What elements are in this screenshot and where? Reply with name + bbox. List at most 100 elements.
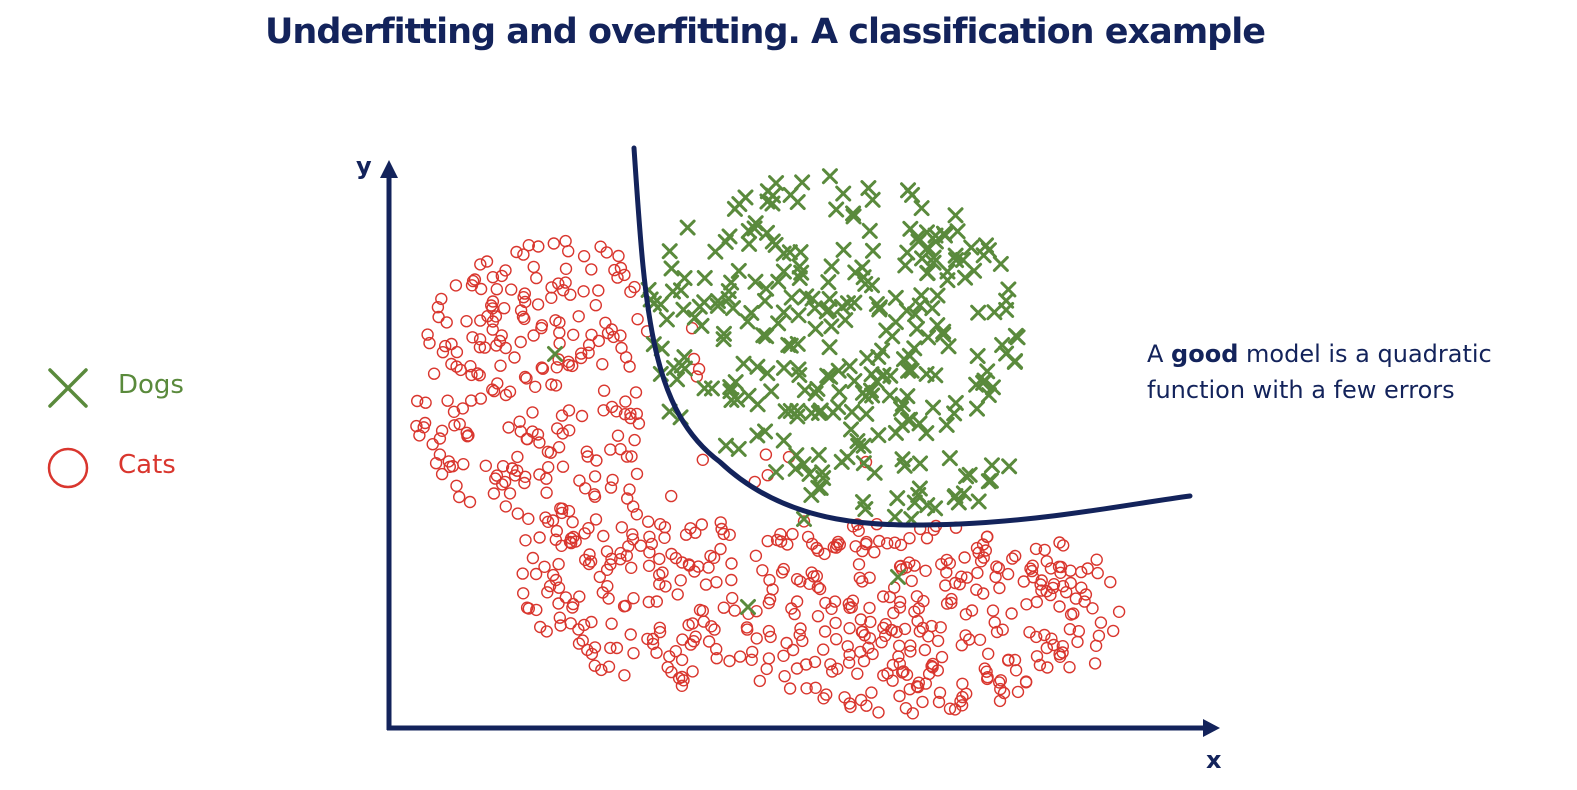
dog-point <box>940 338 957 355</box>
cat-point <box>818 547 831 561</box>
cat-point <box>931 664 944 677</box>
cat-point <box>692 362 706 376</box>
cat-point <box>601 326 615 340</box>
cat-point <box>576 634 589 647</box>
cat-point <box>919 677 932 690</box>
cat-point <box>828 595 842 608</box>
cat-point <box>620 549 633 562</box>
cat-point <box>658 531 671 544</box>
cat-point <box>777 649 790 662</box>
dog-point <box>938 416 955 433</box>
cat-point <box>614 553 627 566</box>
cat-point <box>642 559 656 572</box>
cat-point <box>841 640 854 653</box>
dog-point <box>823 258 840 275</box>
cat-point <box>499 500 512 513</box>
dog-point <box>864 387 881 404</box>
dog-point <box>767 236 784 253</box>
cat-point <box>1047 638 1060 652</box>
cat-point <box>494 359 507 372</box>
cat-point <box>781 538 794 551</box>
dog-point <box>717 233 734 250</box>
cat-point <box>1038 628 1051 642</box>
cat-point <box>600 545 614 558</box>
cat-point <box>522 238 535 252</box>
dog-point <box>860 180 877 197</box>
dog-point <box>696 380 713 397</box>
cat-point <box>631 313 644 326</box>
cat-point <box>990 560 1003 573</box>
cat-point <box>443 460 456 473</box>
cat-point <box>510 245 523 259</box>
cat-point <box>935 650 949 664</box>
cat-point <box>435 424 449 437</box>
cat-point <box>542 461 555 474</box>
cat-point <box>654 518 667 531</box>
dog-point <box>679 219 696 236</box>
cat-point <box>623 483 636 496</box>
dog-point <box>907 306 924 323</box>
cat-point <box>993 581 1006 595</box>
cat-point <box>466 274 480 288</box>
cat-point <box>433 448 447 461</box>
dog-point <box>796 382 813 399</box>
dog-point <box>782 337 799 354</box>
dog-point <box>855 455 872 472</box>
cat-point <box>466 331 479 344</box>
x-cross-icon <box>48 368 88 408</box>
cat-point <box>449 279 463 292</box>
cat-point <box>584 555 598 568</box>
dog-point <box>828 201 845 218</box>
cat-point <box>623 360 636 373</box>
dog-point <box>925 254 942 271</box>
dog-point <box>807 320 824 337</box>
cat-point <box>480 255 494 268</box>
cat-point <box>448 419 461 432</box>
cat-point <box>679 528 693 541</box>
cat-point <box>552 557 565 571</box>
cat-point <box>883 590 897 604</box>
cat-point <box>873 534 886 548</box>
cat-point <box>911 680 925 694</box>
cat-point <box>971 566 984 580</box>
dog-point <box>770 273 787 290</box>
cat-point <box>659 580 672 593</box>
cat-point <box>893 639 906 652</box>
cat-point <box>473 369 486 382</box>
dog-point <box>790 307 807 324</box>
cat-point <box>585 328 598 341</box>
cat-point <box>490 469 504 482</box>
cat-point <box>588 659 601 672</box>
cat-point <box>499 264 512 277</box>
cat-point <box>1088 657 1102 670</box>
dog-point <box>927 367 944 384</box>
dog-point <box>833 298 850 315</box>
cat-point <box>517 587 530 600</box>
cat-point <box>746 645 759 659</box>
cat-point <box>920 532 934 545</box>
cat-point <box>1047 578 1061 591</box>
cat-point <box>803 577 816 590</box>
dog-point <box>789 194 806 211</box>
cat-point <box>513 415 526 428</box>
cat-point <box>621 492 634 505</box>
cat-point <box>993 676 1006 689</box>
cat-point <box>1006 552 1019 565</box>
dog-point <box>768 464 785 481</box>
cat-point <box>1094 616 1108 629</box>
cat-point <box>695 518 708 531</box>
dog-point <box>759 183 776 200</box>
cat-point <box>505 283 518 296</box>
cat-point <box>843 622 856 635</box>
cat-point <box>553 326 566 339</box>
cat-point <box>912 602 925 615</box>
cat-point <box>589 513 603 526</box>
cat-point <box>578 527 591 540</box>
dog-point <box>857 501 874 518</box>
cat-point <box>611 271 624 284</box>
dog-point <box>925 399 942 416</box>
dog-point <box>804 290 821 307</box>
dog-point <box>810 446 827 463</box>
cat-point <box>518 370 532 384</box>
cat-point <box>585 263 598 276</box>
